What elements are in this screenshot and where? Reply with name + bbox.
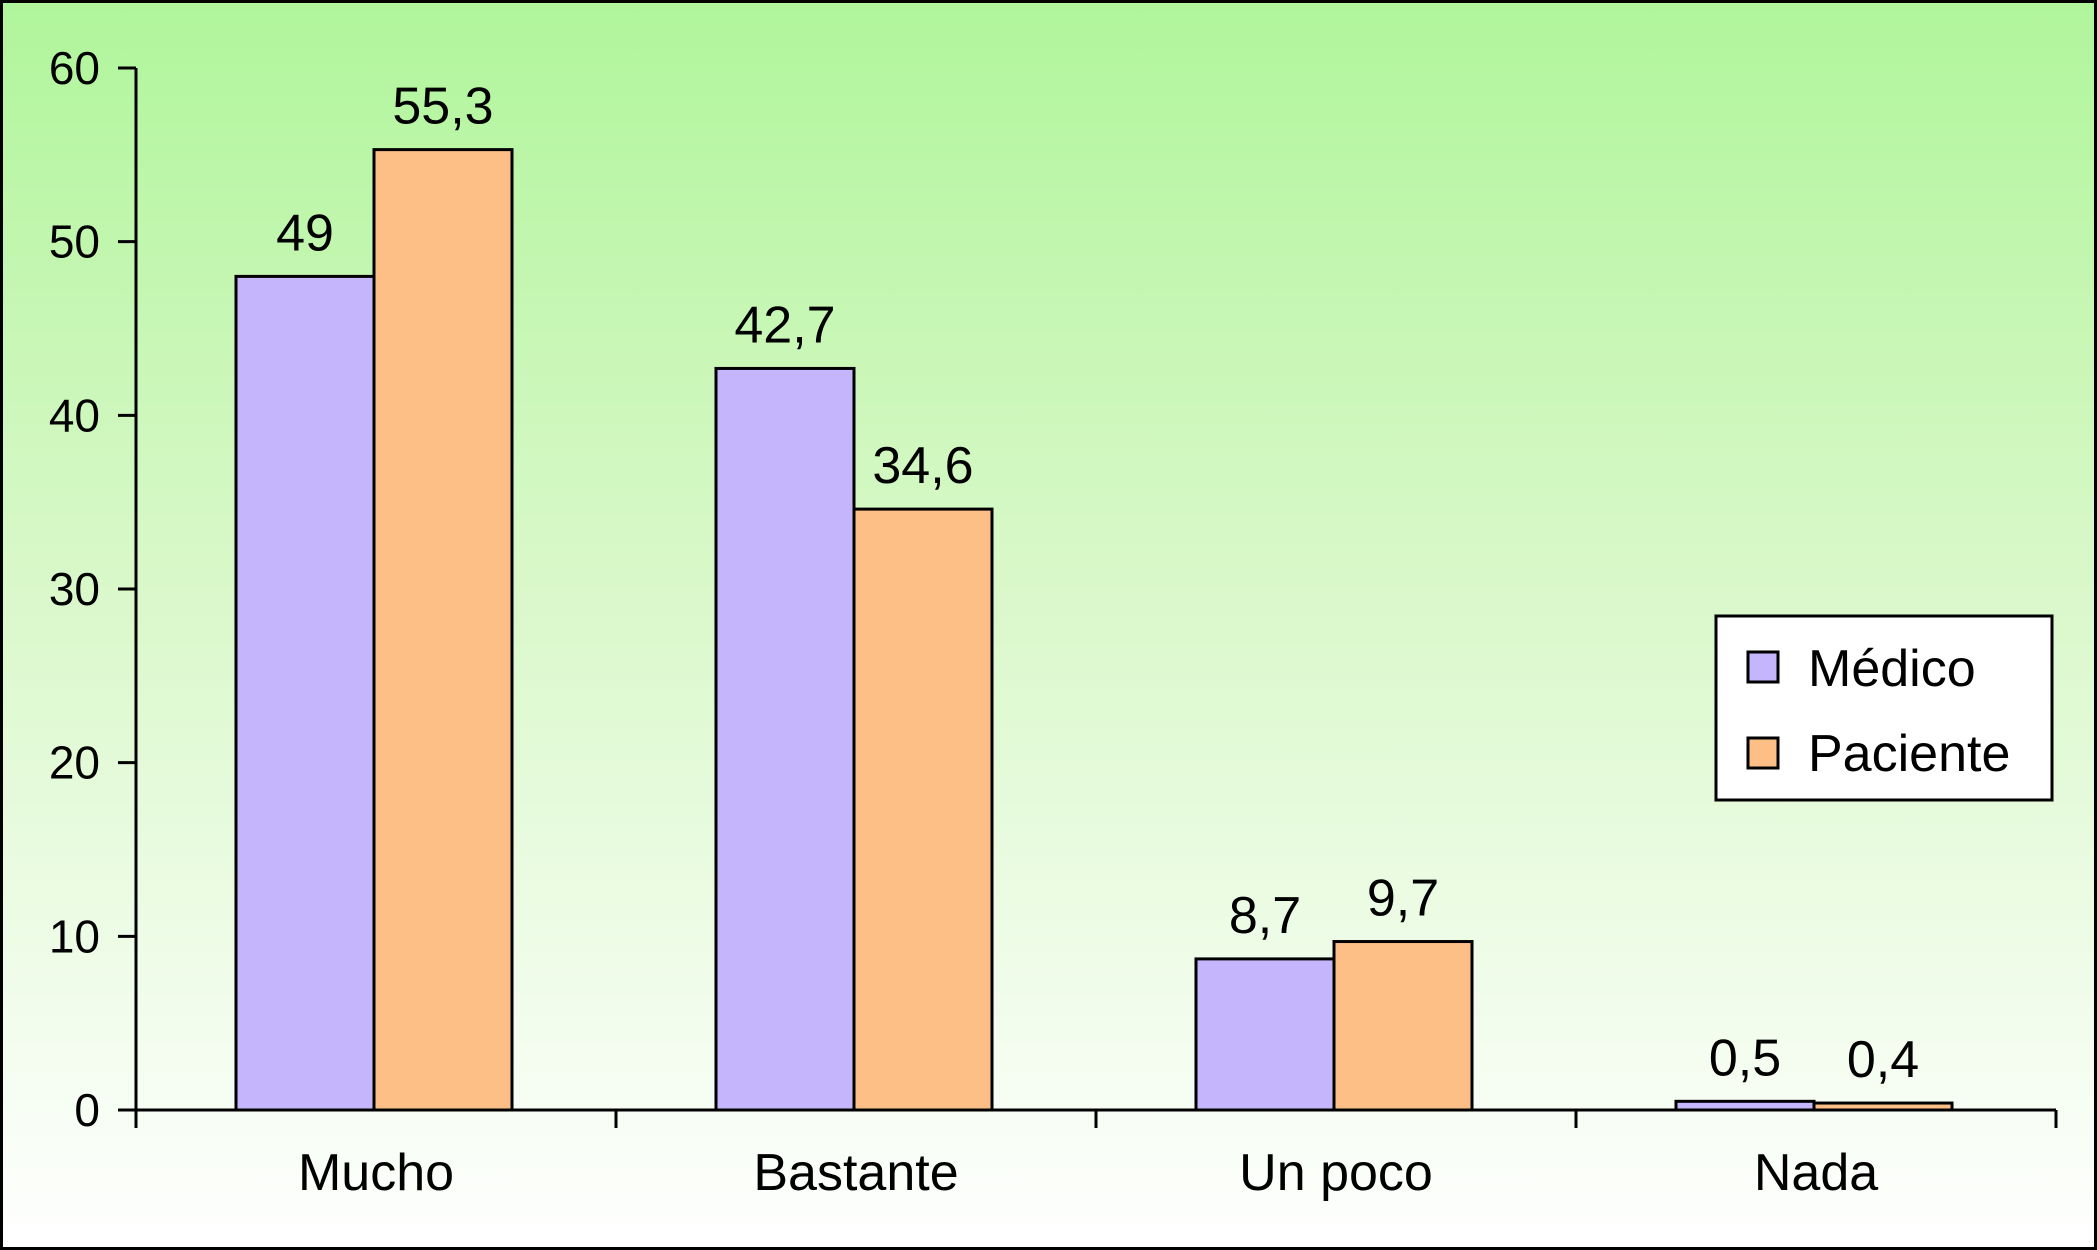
y-tick-label-60: 60 [49,42,100,94]
legend-label-paciente: Paciente [1808,725,2010,783]
labels-layer: 49 55,3 Mucho 42,7 34,6 Bastante 8,7 9,7 Un poco… [49,42,1919,1202]
legend-label-medico: Médico [1808,640,1976,698]
y-tick-label-10: 10 [49,910,100,962]
bar-paciente-mucho [372,148,514,1112]
bars-layer [234,148,1954,1112]
legend-swatch-medico [1746,650,1780,684]
bar-medico-bastante [714,366,856,1112]
bar-medico-mucho [234,274,376,1112]
y-tick-label-0: 0 [74,1084,100,1136]
bar-paciente-un-poco [1332,940,1474,1112]
data-label-paciente-un-poco: 9,7 [1367,870,1439,928]
legend: Médico Paciente [1714,614,2054,802]
bar-medico-un-poco [1194,957,1336,1112]
data-label-medico-nada: 0,5 [1709,1029,1781,1087]
category-label-nada: Nada [1754,1144,1878,1202]
category-label-bastante: Bastante [753,1144,958,1202]
data-label-paciente-nada: 0,4 [1847,1031,1919,1089]
bar-paciente-bastante [852,507,994,1112]
y-tick-label-50: 50 [49,216,100,268]
category-label-un-poco: Un poco [1239,1144,1433,1202]
data-label-paciente-bastante: 34,6 [872,437,973,495]
data-label-medico-un-poco: 8,7 [1229,887,1301,945]
legend-swatch-paciente [1746,736,1780,770]
y-tick-label-40: 40 [49,389,100,441]
axes-layer [118,66,2058,1128]
category-label-mucho: Mucho [298,1144,454,1202]
data-label-paciente-mucho: 55,3 [392,78,493,136]
data-label-medico-mucho: 49 [276,204,334,262]
data-label-medico-bastante: 42,7 [734,296,835,354]
y-tick-label-20: 20 [49,737,100,789]
y-tick-label-30: 30 [49,563,100,615]
